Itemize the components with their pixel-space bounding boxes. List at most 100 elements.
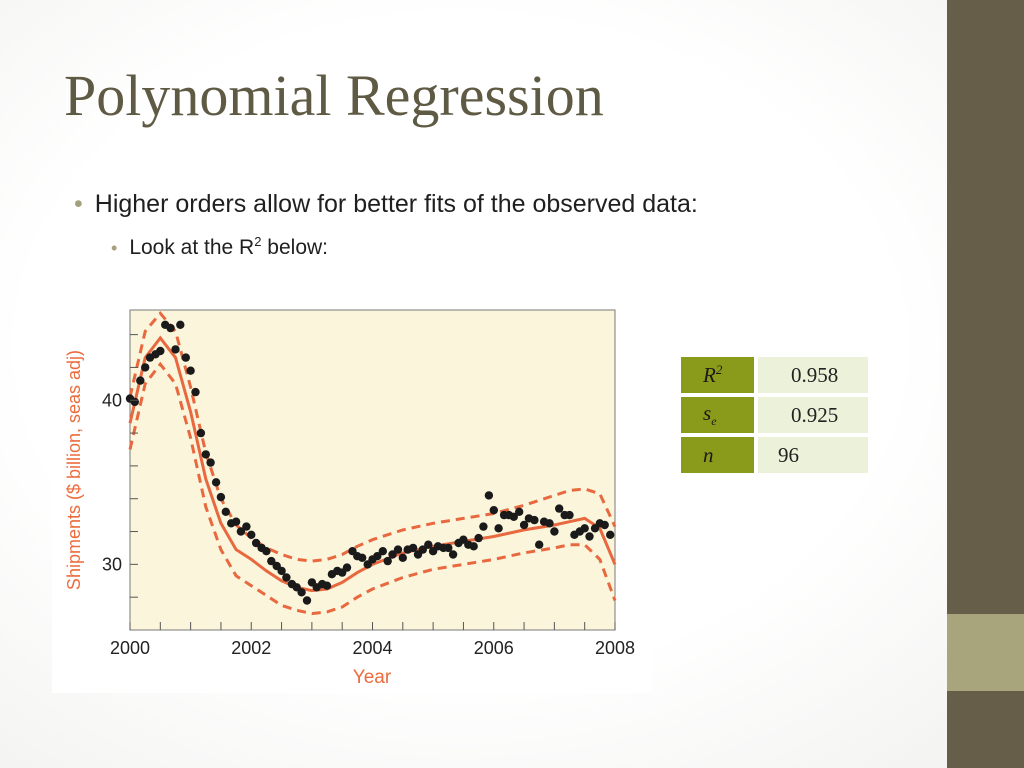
data-point <box>418 545 427 554</box>
data-point <box>282 573 291 582</box>
data-point <box>236 527 246 536</box>
data-point <box>201 450 210 459</box>
data-point <box>444 543 453 553</box>
data-point <box>580 524 589 533</box>
stats-value-text: 0.925 <box>791 402 839 427</box>
x-tick-label: 2004 <box>352 638 392 658</box>
data-point <box>489 506 498 515</box>
data-point <box>424 540 433 549</box>
data-point <box>550 527 559 536</box>
data-point <box>302 596 312 605</box>
data-point <box>166 323 175 333</box>
lower-confidence-band <box>128 361 617 616</box>
data-point <box>196 428 206 438</box>
stats-label-n: n <box>681 437 754 473</box>
data-point <box>383 556 392 566</box>
data-point <box>267 556 276 566</box>
data-point <box>519 520 529 530</box>
data-point <box>378 547 387 556</box>
stats-label-r2: R2 <box>681 357 754 393</box>
data-point <box>211 478 221 487</box>
bullet-level-2: • Look at the R2 below: <box>111 234 328 260</box>
data-point <box>388 550 397 559</box>
data-point <box>555 504 564 513</box>
stats-symbol: n <box>703 442 714 467</box>
chart-svg: 2000 2002 2004 2006 2008 30 40 Year Shipments … <box>64 309 635 688</box>
x-tick-label: 2000 <box>110 638 150 658</box>
data-point <box>186 366 195 375</box>
data-point <box>398 553 407 562</box>
regression-chart: 2000 2002 2004 2006 2008 30 40 Year Shipments … <box>52 300 652 693</box>
data-point <box>156 346 165 356</box>
data-point <box>206 458 215 467</box>
data-point <box>247 530 256 539</box>
x-tick-label: 2008 <box>595 638 635 658</box>
stats-row-n: n 96 <box>681 437 868 473</box>
data-point <box>251 538 261 548</box>
stats-value-r2: 0.958 <box>758 357 868 393</box>
data-point <box>565 510 574 520</box>
stats-symbol: s <box>703 400 712 425</box>
y-tick-label: 30 <box>102 554 122 574</box>
data-point <box>509 512 518 521</box>
data-point <box>408 543 418 553</box>
data-point <box>545 519 554 528</box>
data-point <box>231 517 241 526</box>
stats-row-r2: R2 0.958 <box>681 357 868 393</box>
x-axis-label: Year <box>353 667 392 688</box>
bullet-2-suffix: below: <box>261 236 329 259</box>
bullet-level-1: • Higher orders allow for better fits of … <box>74 190 698 219</box>
data-point <box>494 524 503 533</box>
data-point <box>176 320 185 329</box>
data-point <box>606 530 615 539</box>
data-point <box>469 542 478 551</box>
data-point <box>171 345 180 354</box>
stats-value-n: 96 <box>758 437 868 473</box>
stats-symbol: R <box>703 363 716 387</box>
data-point <box>393 545 403 554</box>
stats-symbol-sub: e <box>711 414 717 429</box>
data-point <box>530 515 539 525</box>
data-point <box>191 387 200 397</box>
data-point <box>479 522 488 531</box>
data-point <box>136 376 145 385</box>
data-point <box>515 507 524 516</box>
data-point <box>297 588 306 597</box>
stats-value-text: 0.958 <box>791 362 839 387</box>
data-point <box>322 581 332 590</box>
data-point <box>262 547 271 556</box>
data-point <box>141 363 150 372</box>
data-point <box>600 520 609 530</box>
data-point <box>181 353 190 362</box>
data-point <box>448 550 458 559</box>
data-point <box>358 553 367 562</box>
data-point <box>130 397 139 407</box>
data-point <box>216 492 226 502</box>
y-axis-label: Shipments ($ billion, seas adj) <box>64 350 84 590</box>
stats-row-se: se 0.925 <box>681 397 868 433</box>
data-point <box>535 540 544 549</box>
bullet-1-text: Higher orders allow for better fits of t… <box>94 190 698 218</box>
data-point <box>277 566 286 576</box>
sidebar-accent-block <box>947 614 1024 691</box>
data-point <box>373 552 382 561</box>
slide-title: Polynomial Regression <box>64 63 604 128</box>
stats-label-se: se <box>681 397 754 433</box>
x-tick-label: 2006 <box>474 638 514 658</box>
upper-confidence-band <box>128 310 617 563</box>
data-point <box>474 533 483 543</box>
data-point <box>484 491 494 500</box>
data-point <box>585 532 594 541</box>
data-point <box>221 507 230 516</box>
x-tick-label: 2002 <box>231 638 271 658</box>
bullet-2-prefix: Look at the R <box>129 236 255 259</box>
bullet-dot-icon: • <box>111 238 118 258</box>
stats-value-text: 96 <box>778 442 799 467</box>
stats-value-se: 0.925 <box>758 397 868 433</box>
stats-symbol-sup: 2 <box>715 362 723 377</box>
bullet-dot-icon: • <box>74 190 83 218</box>
data-point <box>342 563 352 572</box>
y-tick-label: 40 <box>102 390 122 410</box>
bullet-2-superscript: 2 <box>254 234 262 249</box>
stats-table: R2 0.958 se 0.925 n 96 <box>677 353 872 477</box>
